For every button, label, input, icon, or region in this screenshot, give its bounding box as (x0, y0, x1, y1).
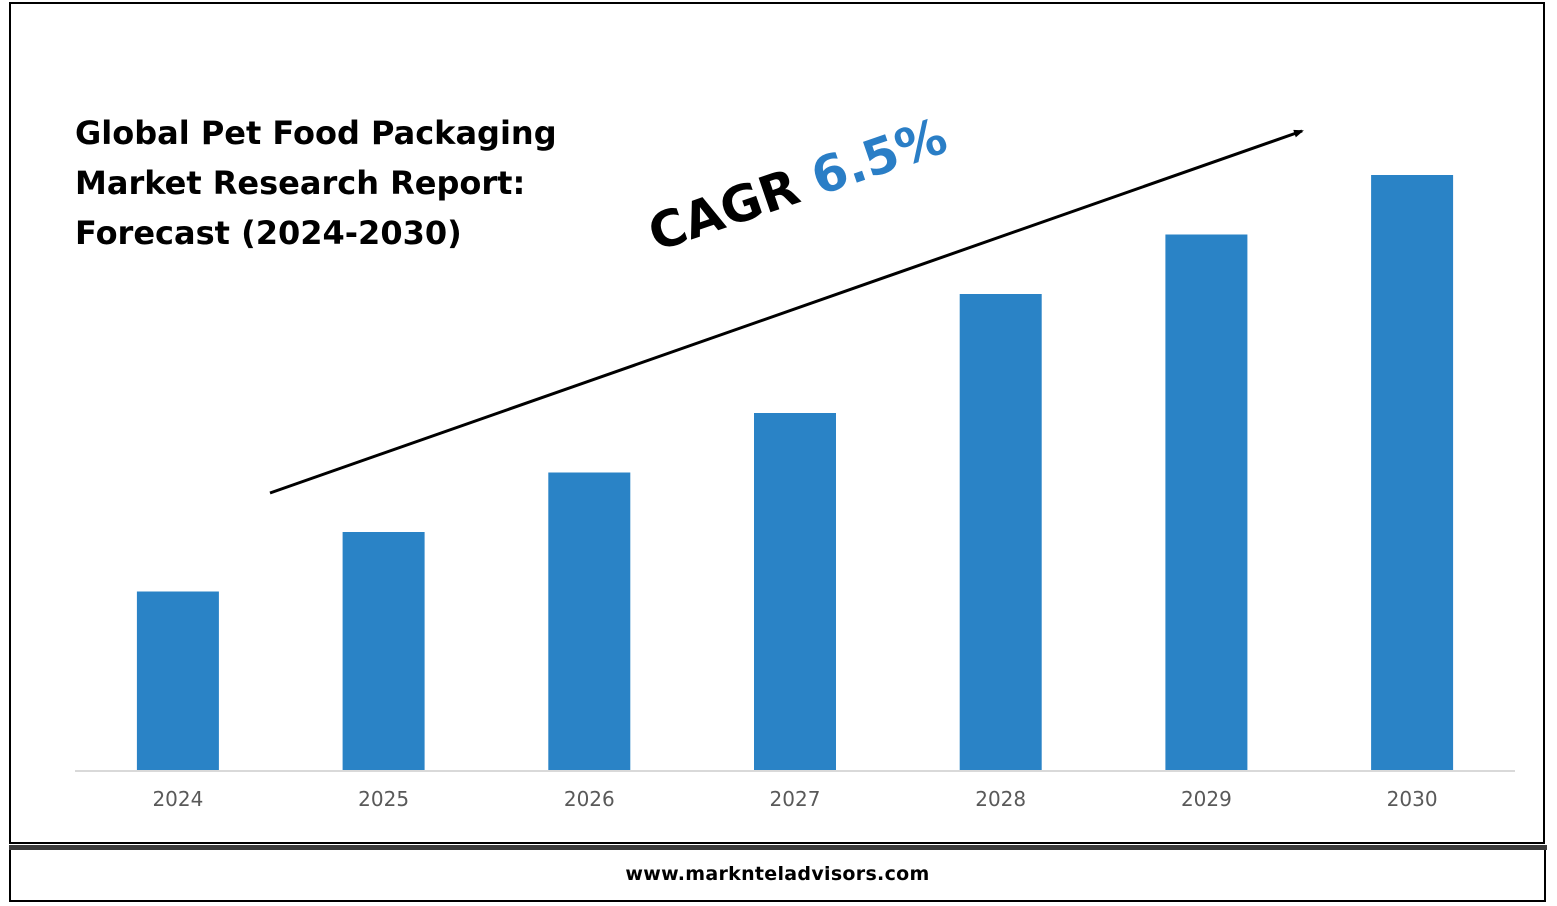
title-line-2: Market Research Report: (75, 164, 526, 202)
x-tick-label-2029: 2029 (1181, 787, 1232, 811)
chart-title: Global Pet Food Packaging Market Researc… (75, 108, 595, 258)
footer: www.marknteladvisors.com (9, 850, 1546, 902)
title-line-1: Global Pet Food Packaging (75, 114, 557, 152)
title-line-3: Forecast (2024-2030) (75, 214, 462, 252)
footer-divider (9, 845, 1547, 850)
x-tick-label-2028: 2028 (975, 787, 1026, 811)
bar-2025 (342, 532, 425, 770)
bar-2024 (136, 591, 219, 770)
x-tick-label-2024: 2024 (152, 787, 203, 811)
trend-arrow (269, 129, 1304, 495)
bar-2028 (959, 294, 1042, 770)
x-tick-label-2030: 2030 (1387, 787, 1438, 811)
bar-2027 (754, 413, 836, 770)
bar-2029 (1165, 234, 1248, 770)
footer-url: www.marknteladvisors.com (625, 863, 930, 885)
bar-2026 (548, 472, 631, 770)
x-tick-label-2025: 2025 (358, 787, 409, 811)
bar-2030 (1371, 175, 1454, 770)
bars-group (136, 175, 1454, 770)
x-tick-label-2027: 2027 (770, 787, 821, 811)
x-tick-labels: 2024 2025 2026 2027 2028 2029 2030 (152, 787, 1437, 811)
x-tick-label-2026: 2026 (564, 787, 615, 811)
